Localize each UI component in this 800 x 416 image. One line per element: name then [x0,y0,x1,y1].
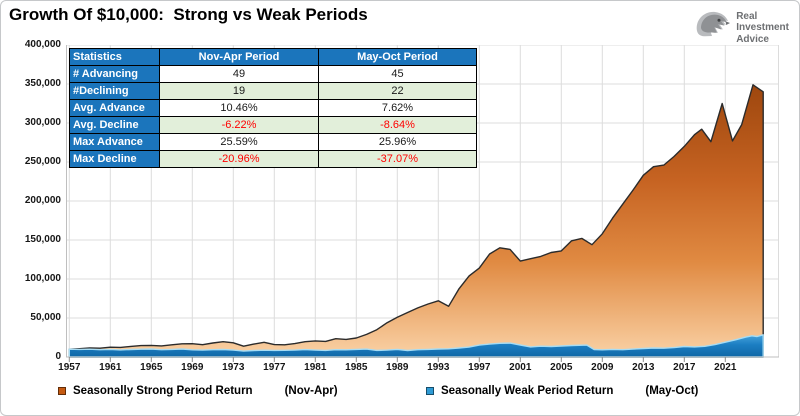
x-axis-tick-label: 2005 [550,362,573,373]
x-axis-tick-label: 1969 [181,362,204,373]
stat-label-cell: # Advancing [69,65,160,83]
logo-line: Real [736,10,758,22]
legend-label: Seasonally Strong Period Return [73,385,253,397]
legend-swatch-icon [426,387,434,395]
x-axis-tick-label: 2021 [714,362,737,373]
stats-row: # Advancing 49 45 [69,65,477,83]
legend-period: (May-Oct) [645,385,699,397]
x-axis-tick-label: 1957 [58,362,81,373]
y-axis-tick-label: 200,000 [24,195,61,206]
stats-row: Avg. Advance 10.46% 7.62% [69,99,477,117]
area-seasonally-strong [68,84,764,358]
stat-value-may-oct: 22 [318,82,477,100]
stat-value-may-oct: 45 [318,65,477,83]
stats-row: Avg. Decline -6.22% -8.64% [69,116,477,134]
legend-label: Seasonally Weak Period Return [441,385,614,397]
stat-label-cell: Avg. Advance [69,99,160,117]
stat-label-cell: #Declining [69,82,160,100]
stats-header-cell: May-Oct Period [318,48,477,66]
y-axis-tick-label: 300,000 [24,117,61,128]
logo-line: Investment [736,22,789,34]
stats-header-cell: Statistics [69,48,160,66]
x-axis-tick-label: 1993 [427,362,450,373]
stat-label-cell: Max Advance [69,133,160,151]
stat-value-may-oct: -8.64% [318,116,477,134]
legend-swatch-icon [58,387,66,395]
x-axis-tick-label: 2001 [509,362,532,373]
stats-header-row: Statistics Nov-Apr Period May-Oct Period [69,48,477,66]
ria-logo: Real Investment Advice [691,8,789,48]
y-axis-tick-label: 100,000 [24,273,61,284]
x-axis-tick-label: 2013 [632,362,655,373]
legend-period: (Nov-Apr) [284,385,338,397]
y-axis-tick-label: 50,000 [30,312,61,323]
stats-row: Max Decline -20.96% -37.07% [69,150,477,168]
y-axis-tick-label: 0 [55,351,61,362]
area-seasonally-weak [68,334,764,358]
stats-table: Statistics Nov-Apr Period May-Oct Period # … [69,48,477,168]
legend-item-strong: Seasonally Strong Period Return (Nov-Apr) [58,385,338,397]
stat-label-cell: Max Decline [69,150,160,168]
x-axis-tick-label: 1989 [386,362,409,373]
x-axis-tick-label: 1973 [222,362,245,373]
x-axis-tick-label: 1961 [99,362,122,373]
logo-line: Advice [736,33,769,45]
x-axis-tick-label: 2009 [591,362,614,373]
stat-value-nov-apr: 10.46% [159,99,319,117]
y-axis-tick-label: 400,000 [24,39,61,50]
stat-value-nov-apr: 19 [159,82,319,100]
stat-label-cell: Avg. Decline [69,116,160,134]
x-axis-tick-label: 1965 [140,362,163,373]
chart-title: Growth Of $10,000: Strong vs Weak Period… [9,5,368,24]
ria-logo-text: Real Investment Advice [736,11,789,46]
stat-value-may-oct: 7.62% [318,99,477,117]
legend-item-weak: Seasonally Weak Period Return (May-Oct) [426,385,698,397]
area-series [68,84,764,358]
stat-value-may-oct: 25.96% [318,133,477,151]
ria-eagle-icon [696,11,731,37]
x-axis-tick-label: 1985 [345,362,368,373]
stats-row: #Declining 19 22 [69,82,477,100]
x-axis-tick-label: 1977 [263,362,286,373]
x-axis-tick-label: 1981 [304,362,327,373]
axes-frame [66,45,779,362]
stat-value-nov-apr: -6.22% [159,116,319,134]
stat-value-nov-apr: -20.96% [159,150,319,168]
x-axis-tick-label: 1997 [468,362,491,373]
y-axis-tick-label: 350,000 [24,78,61,89]
stats-row: Max Advance 25.59% 25.96% [69,133,477,151]
y-axis-tick-label: 250,000 [24,156,61,167]
y-axis-tick-label: 150,000 [24,234,61,245]
stat-value-nov-apr: 49 [159,65,319,83]
stat-value-may-oct: -37.07% [318,150,477,168]
stat-value-nov-apr: 25.59% [159,133,319,151]
x-axis-tick-label: 2017 [673,362,696,373]
stats-header-cell: Nov-Apr Period [159,48,319,66]
